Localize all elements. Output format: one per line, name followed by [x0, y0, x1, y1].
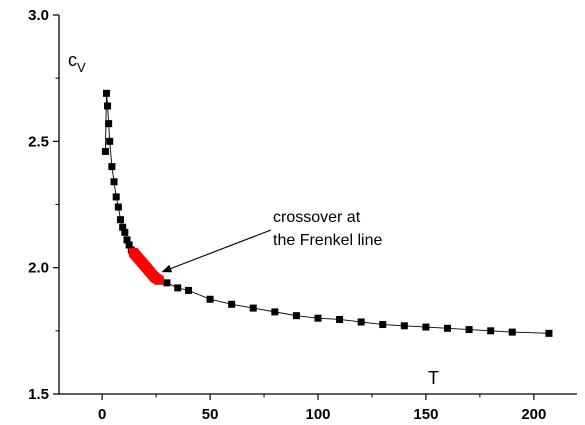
data-point [114, 203, 122, 211]
data-point [487, 327, 495, 335]
annotation-text-line: the Frenkel line [273, 232, 382, 249]
data-point [465, 326, 473, 334]
data-point [314, 314, 322, 322]
tick-labels: 0 50 100 150 200 1.5 2.0 2.5 3.0 [28, 7, 546, 423]
data-point [102, 89, 110, 97]
data-point [271, 308, 279, 316]
data-point [123, 236, 131, 244]
x-tick-label: 150 [413, 406, 438, 423]
data-point [336, 315, 344, 323]
y-axis-label-base: c [68, 50, 77, 70]
annotation-arrow [161, 229, 272, 273]
data-point [104, 102, 112, 110]
annotation-text-line: crossover at [273, 209, 361, 226]
y-tick-label: 2.5 [28, 133, 49, 150]
data-point [206, 295, 214, 303]
data-point [185, 286, 192, 294]
data-point [163, 279, 171, 287]
data-point [154, 275, 164, 285]
data-point [112, 193, 120, 201]
data-point [545, 329, 553, 337]
x-tick-label: 0 [98, 406, 106, 423]
data-point [101, 147, 109, 155]
data-point [444, 324, 451, 332]
y-tick-label: 3.0 [28, 7, 49, 24]
data-point [106, 137, 114, 145]
data-point [125, 241, 133, 249]
annotation-layer: crossover at the Frenkel line [161, 209, 382, 273]
data-point [379, 321, 387, 329]
data-point [292, 312, 300, 320]
x-tick-label: 200 [521, 406, 546, 423]
y-axis-label: cV [68, 50, 86, 75]
data-point [174, 284, 182, 292]
tick-marks [53, 14, 535, 400]
series-1 [128, 248, 164, 285]
data-point [249, 304, 257, 312]
x-tick-label: 50 [202, 406, 219, 423]
data-point [422, 323, 430, 331]
data-point [105, 120, 113, 128]
x-tick-label: 100 [305, 406, 330, 423]
y-axis-label-sub: V [77, 60, 86, 75]
data-point [121, 228, 129, 236]
y-tick-label: 2.0 [28, 260, 49, 277]
data-point [228, 300, 236, 308]
data-point [119, 223, 127, 231]
data-point [117, 216, 125, 224]
y-tick-label: 1.5 [28, 386, 49, 403]
data-point [108, 163, 116, 171]
data-point [357, 318, 365, 326]
x-axis-label: T [428, 368, 439, 388]
axis-titles: cV T [68, 50, 439, 388]
data-point [508, 328, 516, 336]
series-layer [101, 89, 553, 337]
axes [58, 15, 577, 395]
data-point [400, 322, 408, 330]
data-point [110, 178, 118, 186]
